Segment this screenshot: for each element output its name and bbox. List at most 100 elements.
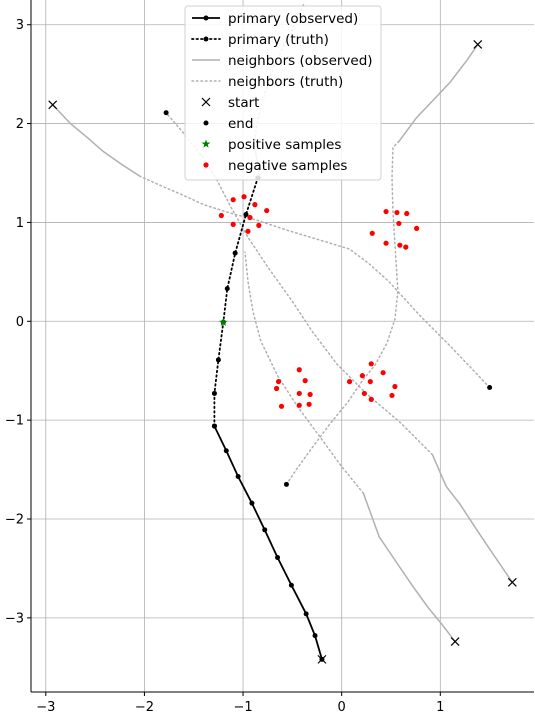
legend-label-positive: positive samples (228, 137, 341, 153)
primary-truth-point-0 (211, 423, 217, 429)
negative-sample-32 (392, 383, 398, 390)
x-tick-label-4: 1 (436, 700, 444, 715)
start-marker-2-stroke-b (48, 100, 58, 110)
neighbor-observed-line-1 (52, 104, 140, 177)
start-marker-4 (450, 637, 460, 647)
x-tick-label-3: 0 (338, 700, 346, 715)
primary-observed-point-1 (312, 633, 318, 639)
negative-sample-16 (397, 242, 403, 248)
negative-sample-18 (296, 367, 302, 373)
primary-truth-point-2 (215, 357, 221, 363)
negative-sample-29 (359, 373, 365, 379)
primary-truth-line (213, 176, 259, 428)
start-marker-0-stroke-b (317, 654, 327, 664)
primary-truth-point-5 (232, 250, 238, 256)
start-marker-3-stroke-b (507, 577, 517, 587)
negative-sample-20 (275, 378, 282, 385)
neighbor-truth-line-0 (285, 140, 400, 486)
legend-handle-start-stroke-b (201, 97, 211, 107)
negative-sample-25 (306, 401, 312, 407)
negative-sample-14 (369, 230, 375, 236)
negative-sample-27 (368, 361, 374, 367)
primary-truth-point-1 (211, 390, 217, 396)
negative-sample-1 (230, 197, 236, 203)
neighbor-truth-line-1 (138, 175, 491, 389)
start-marker-0 (317, 654, 327, 664)
legend-item-neighbors_truth: neighbors (truth) (191, 74, 343, 90)
y-tick-label-1: −2 (5, 513, 24, 528)
legend-handle-negative (203, 162, 209, 168)
negative-sample-7 (256, 222, 262, 228)
negative-sample-23 (307, 391, 313, 398)
legend-label-neighbors_obs: neighbors (observed) (228, 53, 373, 69)
neighbor-observed-line-2 (431, 454, 513, 583)
samples (218, 194, 420, 409)
y-tick-label-3: 0 (16, 315, 24, 330)
negative-sample-0 (241, 194, 247, 200)
neighbor-truth-line-3 (244, 251, 365, 495)
negative-sample-2 (252, 202, 258, 208)
tick-labels: −3 −2 −1 0 1 −3 −2 −1 0 1 2 3 (5, 18, 445, 715)
start-marker-2 (48, 100, 58, 110)
legend-handle-positive (201, 139, 211, 148)
negative-sample-10 (394, 209, 400, 216)
negative-sample-8 (245, 228, 251, 234)
y-tick-label-2: −1 (5, 414, 24, 429)
legend-item-negative: negative samples (203, 158, 347, 174)
negative-sample-13 (414, 225, 420, 231)
negative-sample-15 (383, 240, 389, 246)
neighbor-observed-line-0 (398, 44, 479, 142)
primary-series (211, 175, 325, 662)
negative-sample-4 (218, 212, 224, 219)
end-marker-3 (163, 110, 169, 116)
legend-box (184, 5, 382, 181)
negative-sample-17 (403, 244, 409, 250)
x-tick-label-1: −2 (135, 700, 154, 715)
negative-sample-12 (396, 220, 402, 227)
legend-item-end: end (203, 116, 253, 132)
primary-observed-point-8 (223, 448, 229, 454)
axes (30, 0, 534, 693)
start-marker-1-stroke-b (473, 40, 483, 49)
legend-handle-end (203, 120, 209, 126)
negative-sample-33 (361, 390, 367, 397)
start-marker-3 (507, 577, 517, 587)
y-tick-label-5: 2 (16, 117, 24, 132)
negative-sample-19 (302, 378, 308, 384)
negative-sample-26 (278, 403, 285, 409)
primary-truth-point-6 (243, 212, 249, 218)
legend-item-positive: positive samples (201, 137, 341, 153)
x-tick-label-0: −3 (36, 700, 55, 715)
y-tick-label-4: 1 (16, 216, 24, 231)
end-marker-1 (283, 481, 289, 487)
positive-sample-0 (219, 317, 228, 326)
primary-observed-line (213, 425, 323, 660)
negative-sample-35 (368, 396, 374, 402)
negative-sample-9 (383, 208, 389, 215)
negative-sample-28 (380, 370, 386, 376)
legend-label-primary_truth: primary (truth) (228, 32, 329, 48)
end-marker-2 (487, 385, 493, 391)
legend-item-neighbors_obs: neighbors (observed) (192, 53, 373, 69)
legend: primary (observed) primary (truth) neighbo… (184, 5, 382, 181)
primary-observed-point-7 (235, 473, 241, 479)
legend-label-start: start (228, 95, 259, 111)
y-tick-label-6: 3 (16, 18, 24, 33)
start-marker-4-stroke-b (450, 637, 460, 647)
legend-handle-primary_obs-dot (203, 15, 209, 21)
negative-sample-6 (230, 221, 236, 228)
primary-observed-point-4 (275, 555, 281, 561)
primary-observed-point-5 (262, 527, 268, 533)
legend-label-neighbors_truth: neighbors (truth) (228, 74, 343, 90)
legend-handle-start (201, 97, 211, 107)
negative-sample-22 (296, 390, 302, 397)
legend-label-end: end (228, 116, 253, 132)
negative-sample-5 (247, 214, 253, 221)
legend-label-negative: negative samples (228, 158, 347, 174)
x-tick-label-2: −1 (233, 700, 252, 715)
start-marker-1 (473, 40, 483, 49)
primary-observed-point-2 (303, 611, 309, 617)
primary-truth-point-4 (224, 286, 230, 292)
legend-item-start: start (201, 95, 259, 111)
